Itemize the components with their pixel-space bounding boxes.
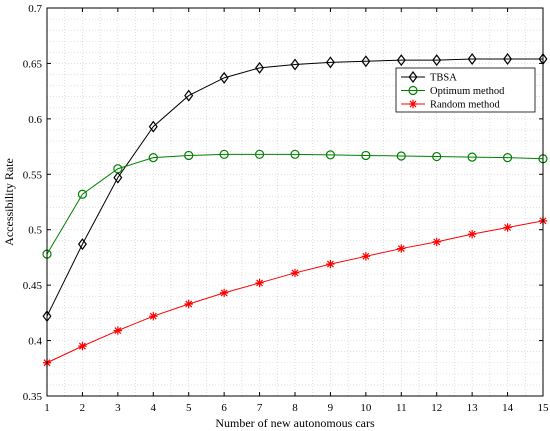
- data-point: [113, 171, 123, 184]
- data-point: [149, 311, 158, 321]
- legend: TBSA Optimum method Random method: [395, 67, 536, 113]
- x-tick-label: 5: [186, 402, 192, 414]
- y-tick-label: 0.35: [23, 391, 43, 403]
- data-point: [326, 259, 335, 269]
- data-point: [290, 268, 300, 278]
- data-point: [184, 150, 194, 161]
- data-point: [113, 164, 123, 174]
- data-point: [503, 52, 513, 65]
- x-tick-label: 14: [502, 402, 514, 414]
- y-tick-label: 0.45: [23, 280, 43, 292]
- legend-item: Optimum method: [401, 85, 505, 97]
- x-tick-label: 10: [360, 402, 372, 414]
- x-tick-label: 9: [328, 402, 334, 414]
- data-point: [396, 151, 406, 161]
- data-point: [432, 237, 441, 247]
- x-tick-label: 8: [292, 402, 298, 414]
- legend-marker: [408, 85, 418, 96]
- x-tick-label: 3: [115, 402, 121, 414]
- y-tick-label: 0.5: [28, 225, 42, 237]
- axis-ticks: 1 2 3 4 5 6 7 8 9 10 11 12 13 14 150.350.40.450.50.550…: [23, 3, 549, 414]
- data-point: [467, 229, 477, 239]
- data-point: [255, 278, 264, 288]
- x-tick-label: 15: [538, 402, 550, 414]
- legend-marker: [408, 99, 418, 109]
- y-axis-title: Accessibility Rate: [2, 158, 16, 246]
- series-line: [46, 58, 543, 317]
- y-tick-label: 0.55: [23, 169, 43, 181]
- legend-label: Optimum method: [430, 86, 505, 97]
- data-point: [432, 151, 442, 162]
- data-point: [255, 61, 265, 74]
- x-tick-label: 1: [44, 402, 50, 414]
- data-point: [503, 223, 512, 232]
- data-point: [148, 120, 158, 133]
- data-point: [77, 189, 88, 199]
- data-point: [77, 238, 87, 251]
- data-point: [78, 341, 87, 351]
- data-point: [184, 89, 194, 102]
- legend-marker: [408, 71, 418, 83]
- y-tick-label: 0.6: [28, 114, 42, 126]
- y-tick-label: 0.7: [28, 3, 42, 15]
- data-point: [502, 153, 513, 163]
- x-tick-label: 11: [396, 402, 407, 414]
- x-tick-label: 6: [221, 402, 227, 414]
- data-point: [325, 56, 335, 69]
- legend-item: TBSA: [401, 71, 457, 84]
- grid: [47, 8, 543, 396]
- legend-label: Random method: [430, 100, 500, 111]
- data-point: [396, 54, 406, 67]
- y-tick-label: 0.4: [28, 336, 42, 348]
- data-point: [467, 152, 477, 162]
- data-point: [184, 299, 193, 309]
- data-point: [219, 71, 229, 84]
- data-point: [290, 149, 300, 159]
- data-point: [325, 150, 336, 160]
- data-point: [361, 150, 371, 161]
- data-point: [254, 149, 265, 159]
- x-tick-label: 12: [431, 402, 442, 414]
- data-point: [397, 244, 406, 253]
- x-tick-label: 13: [467, 402, 479, 414]
- x-axis-title: Number of new autonomous cars: [215, 416, 375, 430]
- legend-item: Random method: [401, 100, 500, 111]
- data-point: [467, 52, 477, 65]
- plot-frame: [46, 7, 544, 397]
- x-tick-label: 2: [80, 402, 86, 414]
- data-point: [361, 252, 371, 261]
- data-point: [113, 326, 123, 335]
- x-tick-label: 4: [151, 402, 157, 414]
- data-point: [290, 58, 300, 71]
- series-line: [46, 153, 544, 255]
- y-tick-label: 0.65: [23, 58, 43, 70]
- series-0: [42, 52, 548, 323]
- data-point: [219, 288, 229, 298]
- x-tick-label: 7: [257, 402, 263, 414]
- series-1: [42, 149, 548, 259]
- data-point: [148, 153, 158, 163]
- legend-label: TBSA: [430, 73, 457, 84]
- data-point: [432, 54, 442, 67]
- data-point: [219, 149, 229, 159]
- data-point: [361, 55, 371, 68]
